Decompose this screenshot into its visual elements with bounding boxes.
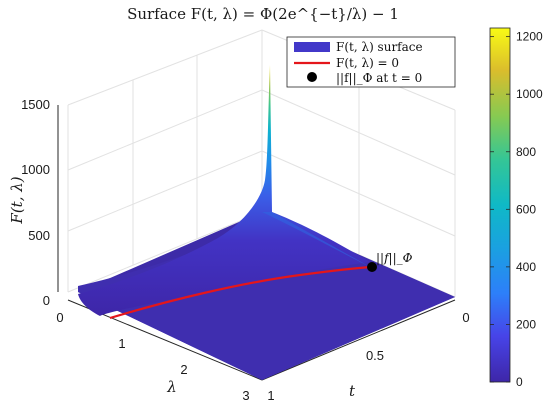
colorbar-tick-label: 800 [516, 145, 536, 159]
surface [78, 65, 455, 380]
colorbar-ticks: 0 200 400 600 800 1000 1200 [490, 30, 543, 389]
legend-swatch-surface [294, 42, 330, 52]
z-tick-label: 0 [43, 293, 50, 308]
t-axis-title: t [349, 382, 356, 400]
legend-swatch-marker [307, 72, 317, 82]
z-tick-label: 500 [28, 228, 50, 243]
lambda-axis-title: λ [166, 378, 177, 396]
zero-contour-line [109, 265, 373, 320]
norm-annotation: ||f||_Φ [376, 251, 413, 265]
surface-ridge [78, 65, 370, 316]
colorbar-tick-label: 400 [516, 260, 536, 274]
colorbar-tick-label: 200 [516, 317, 536, 331]
legend: F(t, λ) surface F(t, λ) = 0 ||f||_Φ at t… [286, 36, 456, 88]
legend-label-marker: ||f||_Φ at t = 0 [336, 71, 422, 85]
t-axis-line [261, 299, 456, 381]
surface-sheen [262, 212, 372, 268]
lambda-tick-label: 1 [118, 336, 125, 351]
colorbar-tick-label: 1000 [516, 87, 543, 101]
z-ticks: 1500 1000 500 0 [21, 97, 50, 308]
z-tick-label: 1000 [21, 162, 50, 177]
z-tick-label: 1500 [21, 97, 50, 112]
colorbar-gradient [489, 27, 511, 383]
lambda-tick-label: 3 [242, 388, 249, 403]
colorbar-tick-label: 600 [516, 202, 536, 216]
t-tick-label: 0 [462, 310, 469, 325]
t-tick-label: 1 [267, 388, 274, 403]
grid-line [67, 29, 263, 106]
colorbar: 0 200 400 600 800 1000 1200 [489, 27, 543, 389]
norm-marker [367, 262, 377, 272]
surface-sheet [78, 212, 455, 380]
lambda-tick-label: 0 [56, 310, 63, 325]
lambda-tick-label: 2 [180, 362, 187, 377]
grid-line [67, 150, 263, 232]
colorbar-tick-label: 0 [516, 375, 523, 389]
colorbar-tick-label: 1200 [516, 30, 543, 44]
t-tick-label: 0.5 [366, 348, 384, 363]
chart-title: Surface F(t, λ) = Φ(2e^{−t}/λ) − 1 [127, 5, 399, 23]
grid-line [67, 89, 263, 171]
t-ticks: 0 0.5 1 [267, 310, 469, 403]
legend-label-surface: F(t, λ) surface [336, 40, 423, 54]
legend-label-zero-line: F(t, λ) = 0 [336, 56, 399, 70]
grid-line [67, 211, 263, 293]
z-axis-title: F(t, λ) [8, 176, 26, 224]
lambda-ticks: 0 1 2 3 [56, 310, 249, 403]
